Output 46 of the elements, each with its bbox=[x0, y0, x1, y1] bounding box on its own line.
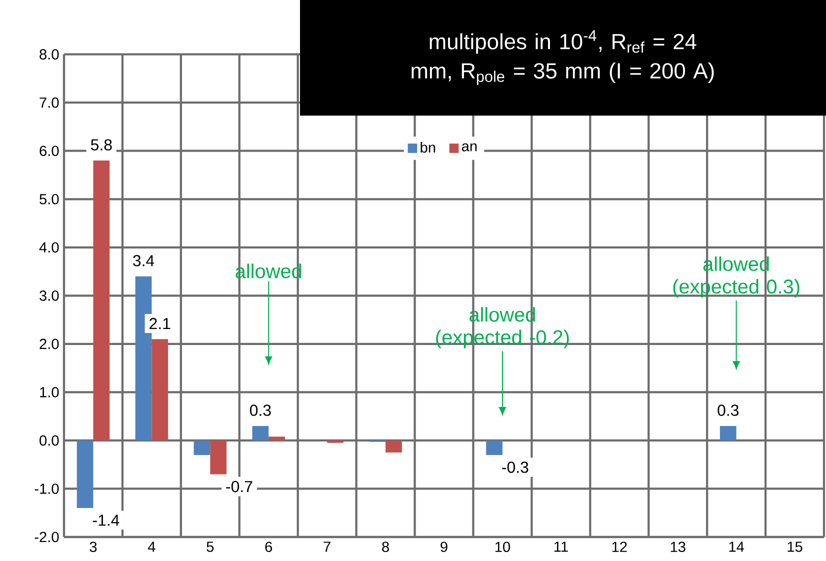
y-tick-label: 8.0 bbox=[40, 49, 59, 60]
x-tick-label: 3 bbox=[90, 542, 97, 552]
x-tick-label: 7 bbox=[324, 542, 330, 552]
data-label: -0.7 bbox=[226, 480, 252, 492]
x-tick-label: 10 bbox=[495, 542, 510, 552]
bar bbox=[386, 440, 402, 453]
bar bbox=[93, 160, 110, 440]
x-tick-label: 13 bbox=[670, 542, 686, 552]
y-tick-label: 7.0 bbox=[40, 97, 59, 108]
x-tick-label: 9 bbox=[440, 542, 448, 552]
data-label: 3.4 bbox=[133, 255, 154, 266]
y-tick-label: 6.0 bbox=[40, 146, 59, 156]
bar bbox=[76, 440, 94, 508]
y-tick-label: 2.0 bbox=[40, 338, 59, 350]
x-tick-label: 11 bbox=[554, 542, 568, 552]
bar bbox=[152, 339, 168, 440]
y-tick-label: 4.0 bbox=[39, 242, 59, 253]
x-tick-label: 4 bbox=[148, 542, 156, 552]
data-label: 0.3 bbox=[718, 404, 739, 416]
x-tick-label: 12 bbox=[612, 542, 627, 552]
data-label: 5.8 bbox=[90, 139, 112, 150]
bar bbox=[327, 440, 344, 443]
x-tick-label: 15 bbox=[788, 542, 802, 552]
bar bbox=[194, 440, 210, 455]
bar bbox=[252, 426, 269, 440]
y-tick-label: 5.0 bbox=[40, 194, 59, 204]
bar bbox=[486, 440, 502, 455]
x-tick-label: 5 bbox=[206, 542, 214, 552]
x-tick-label: 14 bbox=[729, 542, 744, 552]
bar bbox=[210, 440, 227, 474]
data-label: 0.3 bbox=[250, 404, 271, 416]
chart-title: multipoles in 10$^{-4}$, R$_{ref}$ = 24 mm, R$_{pole}$ = 35 mm (I = 200 A) bbox=[412, 30, 714, 86]
x-tick-label: 8 bbox=[382, 542, 389, 552]
legend-label: an bbox=[462, 143, 477, 152]
data-label: 2.1 bbox=[150, 318, 170, 330]
x-tick-label: 6 bbox=[265, 542, 272, 552]
y-tick-label: 0.0 bbox=[40, 435, 59, 446]
bar bbox=[268, 436, 285, 440]
data-label: -1.4 bbox=[92, 514, 120, 526]
y-tick-label: -2.0 bbox=[34, 532, 59, 542]
legend-label: bn bbox=[420, 142, 436, 153]
y-tick-label: 3.0 bbox=[40, 290, 59, 301]
y-tick-label: 1.0 bbox=[40, 387, 59, 398]
data-label: -0.3 bbox=[502, 462, 528, 473]
bar bbox=[720, 426, 736, 440]
y-tick-label: -1.0 bbox=[34, 484, 59, 494]
